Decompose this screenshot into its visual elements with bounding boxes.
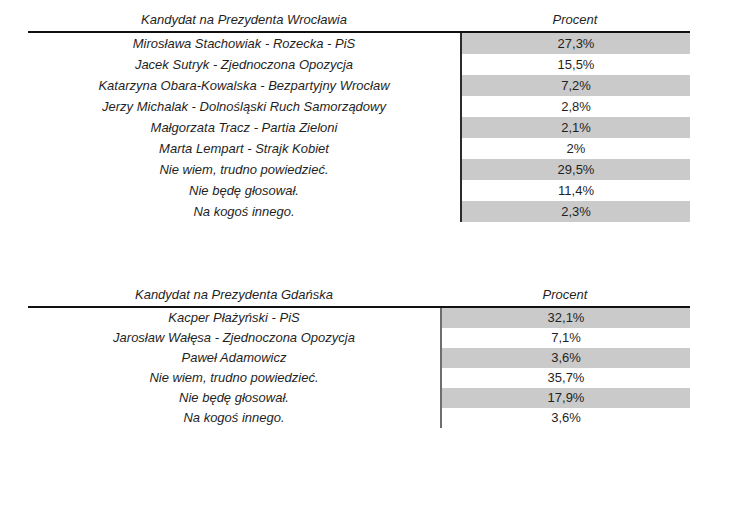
- table-row: Paweł Adamowicz 3,6%: [28, 348, 690, 368]
- table-row: Na kogoś innego. 2,3%: [28, 201, 690, 222]
- candidate-name: Nie będę głosował.: [28, 180, 460, 201]
- table-row: Marta Lempart - Strajk Kobiet 2%: [28, 138, 690, 159]
- column-header-percent: Procent: [460, 9, 690, 31]
- table-row: Jerzy Michalak - Dolnośląski Ruch Samorz…: [28, 96, 690, 117]
- table-row: Na kogoś innego. 3,6%: [28, 408, 690, 428]
- percent-value: 35,7%: [440, 368, 690, 388]
- table-row: Kacper Płażyński - PiS 32,1%: [28, 308, 690, 328]
- column-header-candidate: Kandydat na Prezydenta Gdańska: [28, 284, 440, 306]
- candidate-name: Małgorzata Tracz - Partia Zieloni: [28, 117, 460, 138]
- candidate-name: Nie będę głosował.: [28, 388, 440, 408]
- percent-value: 17,9%: [440, 388, 690, 408]
- table-row: Nie będę głosował. 11,4%: [28, 180, 690, 201]
- percent-value: 2,1%: [460, 117, 690, 138]
- column-header-percent: Procent: [440, 284, 690, 306]
- poll-table-gdansk: Kandydat na Prezydenta Gdańska Procent K…: [28, 284, 690, 428]
- poll-results-page: Kandydat na Prezydenta Wrocławia Procent…: [0, 0, 750, 505]
- table-header-row: Kandydat na Prezydenta Wrocławia Procent: [28, 9, 690, 33]
- poll-table-wroclaw: Kandydat na Prezydenta Wrocławia Procent…: [28, 9, 690, 222]
- table-row: Nie wiem, trudno powiedzieć. 35,7%: [28, 368, 690, 388]
- percent-value: 15,5%: [460, 54, 690, 75]
- percent-value: 29,5%: [460, 159, 690, 180]
- table-row: Nie będę głosował. 17,9%: [28, 388, 690, 408]
- candidate-name: Nie wiem, trudno powiedzieć.: [28, 159, 460, 180]
- percent-value: 7,2%: [460, 75, 690, 96]
- table-row: Nie wiem, trudno powiedzieć. 29,5%: [28, 159, 690, 180]
- percent-value: 3,6%: [440, 348, 690, 368]
- table-row: Mirosława Stachowiak - Rozecka - PiS 27,…: [28, 33, 690, 54]
- percent-value: 2%: [460, 138, 690, 159]
- candidate-name: Kacper Płażyński - PiS: [28, 308, 440, 328]
- table-body: Kacper Płażyński - PiS 32,1% Jarosław Wa…: [28, 308, 690, 428]
- table-header-row: Kandydat na Prezydenta Gdańska Procent: [28, 284, 690, 308]
- candidate-name: Mirosława Stachowiak - Rozecka - PiS: [28, 33, 460, 54]
- percent-value: 11,4%: [460, 180, 690, 201]
- table-row: Małgorzata Tracz - Partia Zieloni 2,1%: [28, 117, 690, 138]
- candidate-name: Katarzyna Obara-Kowalska - Bezpartyjny W…: [28, 75, 460, 96]
- percent-value: 7,1%: [440, 328, 690, 348]
- candidate-name: Nie wiem, trudno powiedzieć.: [28, 368, 440, 388]
- percent-value: 32,1%: [440, 308, 690, 328]
- candidate-name: Jacek Sutryk - Zjednoczona Opozycja: [28, 54, 460, 75]
- candidate-name: Paweł Adamowicz: [28, 348, 440, 368]
- candidate-name: Jarosław Wałęsa - Zjednoczona Opozycja: [28, 328, 440, 348]
- table-row: Jarosław Wałęsa - Zjednoczona Opozycja 7…: [28, 328, 690, 348]
- percent-value: 27,3%: [460, 33, 690, 54]
- percent-value: 2,8%: [460, 96, 690, 117]
- candidate-name: Na kogoś innego.: [28, 408, 440, 428]
- table-row: Jacek Sutryk - Zjednoczona Opozycja 15,5…: [28, 54, 690, 75]
- candidate-name: Marta Lempart - Strajk Kobiet: [28, 138, 460, 159]
- table-body: Mirosława Stachowiak - Rozecka - PiS 27,…: [28, 33, 690, 222]
- candidate-name: Na kogoś innego.: [28, 201, 460, 222]
- percent-value: 3,6%: [440, 408, 690, 428]
- candidate-name: Jerzy Michalak - Dolnośląski Ruch Samorz…: [28, 96, 460, 117]
- table-row: Katarzyna Obara-Kowalska - Bezpartyjny W…: [28, 75, 690, 96]
- column-header-candidate: Kandydat na Prezydenta Wrocławia: [28, 9, 460, 31]
- percent-value: 2,3%: [460, 201, 690, 222]
